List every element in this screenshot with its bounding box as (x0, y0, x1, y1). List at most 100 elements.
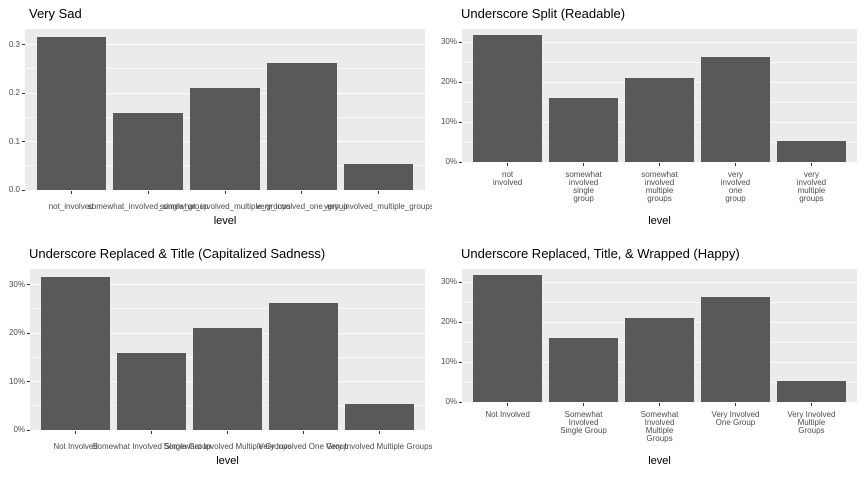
x-tick-mark (147, 191, 149, 194)
gridline-minor (25, 68, 425, 70)
x-tick-label: somewhat_involved_multiple_groups (159, 202, 291, 211)
y-tick-mark (459, 41, 462, 43)
x-tick-mark (378, 191, 380, 194)
x-tick-mark (734, 403, 736, 406)
x-axis-title: level (216, 455, 239, 467)
y-tick-mark (22, 141, 25, 143)
x-tick-label: not involved (492, 170, 523, 187)
x-tick-mark (810, 403, 812, 406)
y-tick-label: 30% (8, 279, 25, 289)
bar (625, 77, 694, 162)
panel-underscore-split: Underscore Split (Readable) level 0% 10% 2… (432, 0, 864, 240)
x-tick-label: Very Involved Multiple Groups (326, 442, 432, 451)
x-tick-label: Somewhat Involved Single Group (560, 410, 607, 435)
x-tick-label: Not Involved (485, 410, 530, 419)
gridline-major (30, 284, 425, 286)
x-tick-mark (70, 191, 72, 194)
gridline-minor (30, 308, 425, 310)
bar (344, 164, 414, 190)
x-tick-mark (583, 403, 585, 406)
bar (549, 98, 618, 162)
gridline-major (462, 41, 857, 43)
y-tick-label: 10% (440, 357, 457, 366)
y-tick-label: 30% (440, 277, 457, 286)
bar (473, 275, 542, 402)
y-tick-label: 20% (8, 328, 25, 338)
y-tick-label: 10% (440, 117, 457, 126)
y-tick-mark (27, 332, 30, 334)
x-tick-label: very involved multiple groups (796, 170, 827, 203)
x-tick-mark (734, 163, 736, 166)
gridline-major (462, 281, 857, 283)
bar (190, 87, 260, 190)
x-axis-title: level (648, 455, 671, 467)
y-tick-mark (459, 321, 462, 323)
y-tick-mark (459, 401, 462, 403)
bar (473, 35, 542, 162)
y-tick-mark (459, 121, 462, 123)
bar (701, 56, 770, 162)
x-tick-mark (302, 431, 304, 434)
y-tick-label: 20% (440, 317, 457, 326)
x-tick-mark (301, 191, 303, 194)
bar (701, 296, 770, 402)
gridline-minor (462, 301, 857, 303)
y-tick-mark (27, 429, 30, 431)
y-tick-label: 0% (445, 397, 457, 406)
x-tick-mark (659, 163, 660, 166)
x-tick-label: Very Involved One Group (258, 442, 349, 451)
gridline-major (25, 189, 425, 191)
chart-title: Underscore Split (Readable) (461, 6, 626, 21)
x-tick-mark (507, 163, 509, 166)
y-tick-mark (22, 92, 25, 94)
x-tick-mark (810, 163, 812, 166)
gridline-major (25, 44, 425, 46)
x-tick-label: very_involved_one_group (256, 202, 348, 211)
bar (777, 140, 846, 162)
y-tick-mark (459, 161, 462, 163)
y-tick-label: 0% (13, 425, 25, 434)
x-tick-label: Somewhat Involved Single Group (92, 442, 211, 451)
x-tick-label: very involved one group (720, 170, 751, 203)
chart-title: Underscore Replaced, Title, & Wrapped (H… (461, 246, 740, 261)
bar (267, 62, 337, 190)
x-tick-mark (507, 403, 509, 406)
x-tick-label: Not Involved (53, 442, 98, 451)
y-tick-label: 0.0 (8, 185, 20, 194)
bar (345, 404, 414, 430)
bar (41, 276, 110, 430)
x-tick-label: Very Involved Multiple Groups (787, 410, 836, 435)
x-tick-label: Somewhat Involved Multiple Groups (640, 410, 679, 443)
gridline-minor (462, 61, 857, 63)
bar (113, 113, 183, 190)
bar (625, 317, 694, 402)
x-axis-title: level (213, 215, 237, 227)
x-tick-mark (659, 403, 660, 406)
y-tick-label: 10% (8, 376, 25, 386)
x-tick-mark (583, 163, 585, 166)
x-tick-label: somewhat involved single group (565, 170, 602, 203)
y-tick-mark (22, 44, 25, 46)
x-tick-mark (75, 431, 77, 434)
x-tick-mark (224, 191, 226, 194)
bar (777, 380, 846, 402)
x-tick-label: somewhat_involved_single_group (87, 202, 209, 211)
y-tick-mark (27, 284, 30, 286)
y-tick-mark (459, 81, 462, 83)
y-tick-label: 0% (445, 157, 457, 166)
chart-title: Underscore Replaced & Title (Capitalized… (29, 246, 326, 261)
bar (549, 338, 618, 402)
y-tick-mark (459, 361, 462, 363)
y-tick-mark (22, 189, 25, 191)
gridline-major (462, 161, 857, 163)
y-tick-label: 20% (440, 77, 457, 86)
bar (36, 36, 106, 190)
x-tick-label: not_involved (48, 202, 94, 211)
bar (269, 302, 338, 430)
x-tick-label: Somewhat Involved Multiple Groups (163, 442, 292, 451)
gridline-major (30, 429, 425, 431)
panel-underscore-replaced-wrapped: Underscore Replaced, Title, & Wrapped (H… (432, 240, 864, 480)
y-tick-label: 30% (440, 37, 457, 46)
panel-underscore-replaced-title: Underscore Replaced & Title (Capitalized… (0, 240, 432, 480)
bar (117, 353, 186, 430)
